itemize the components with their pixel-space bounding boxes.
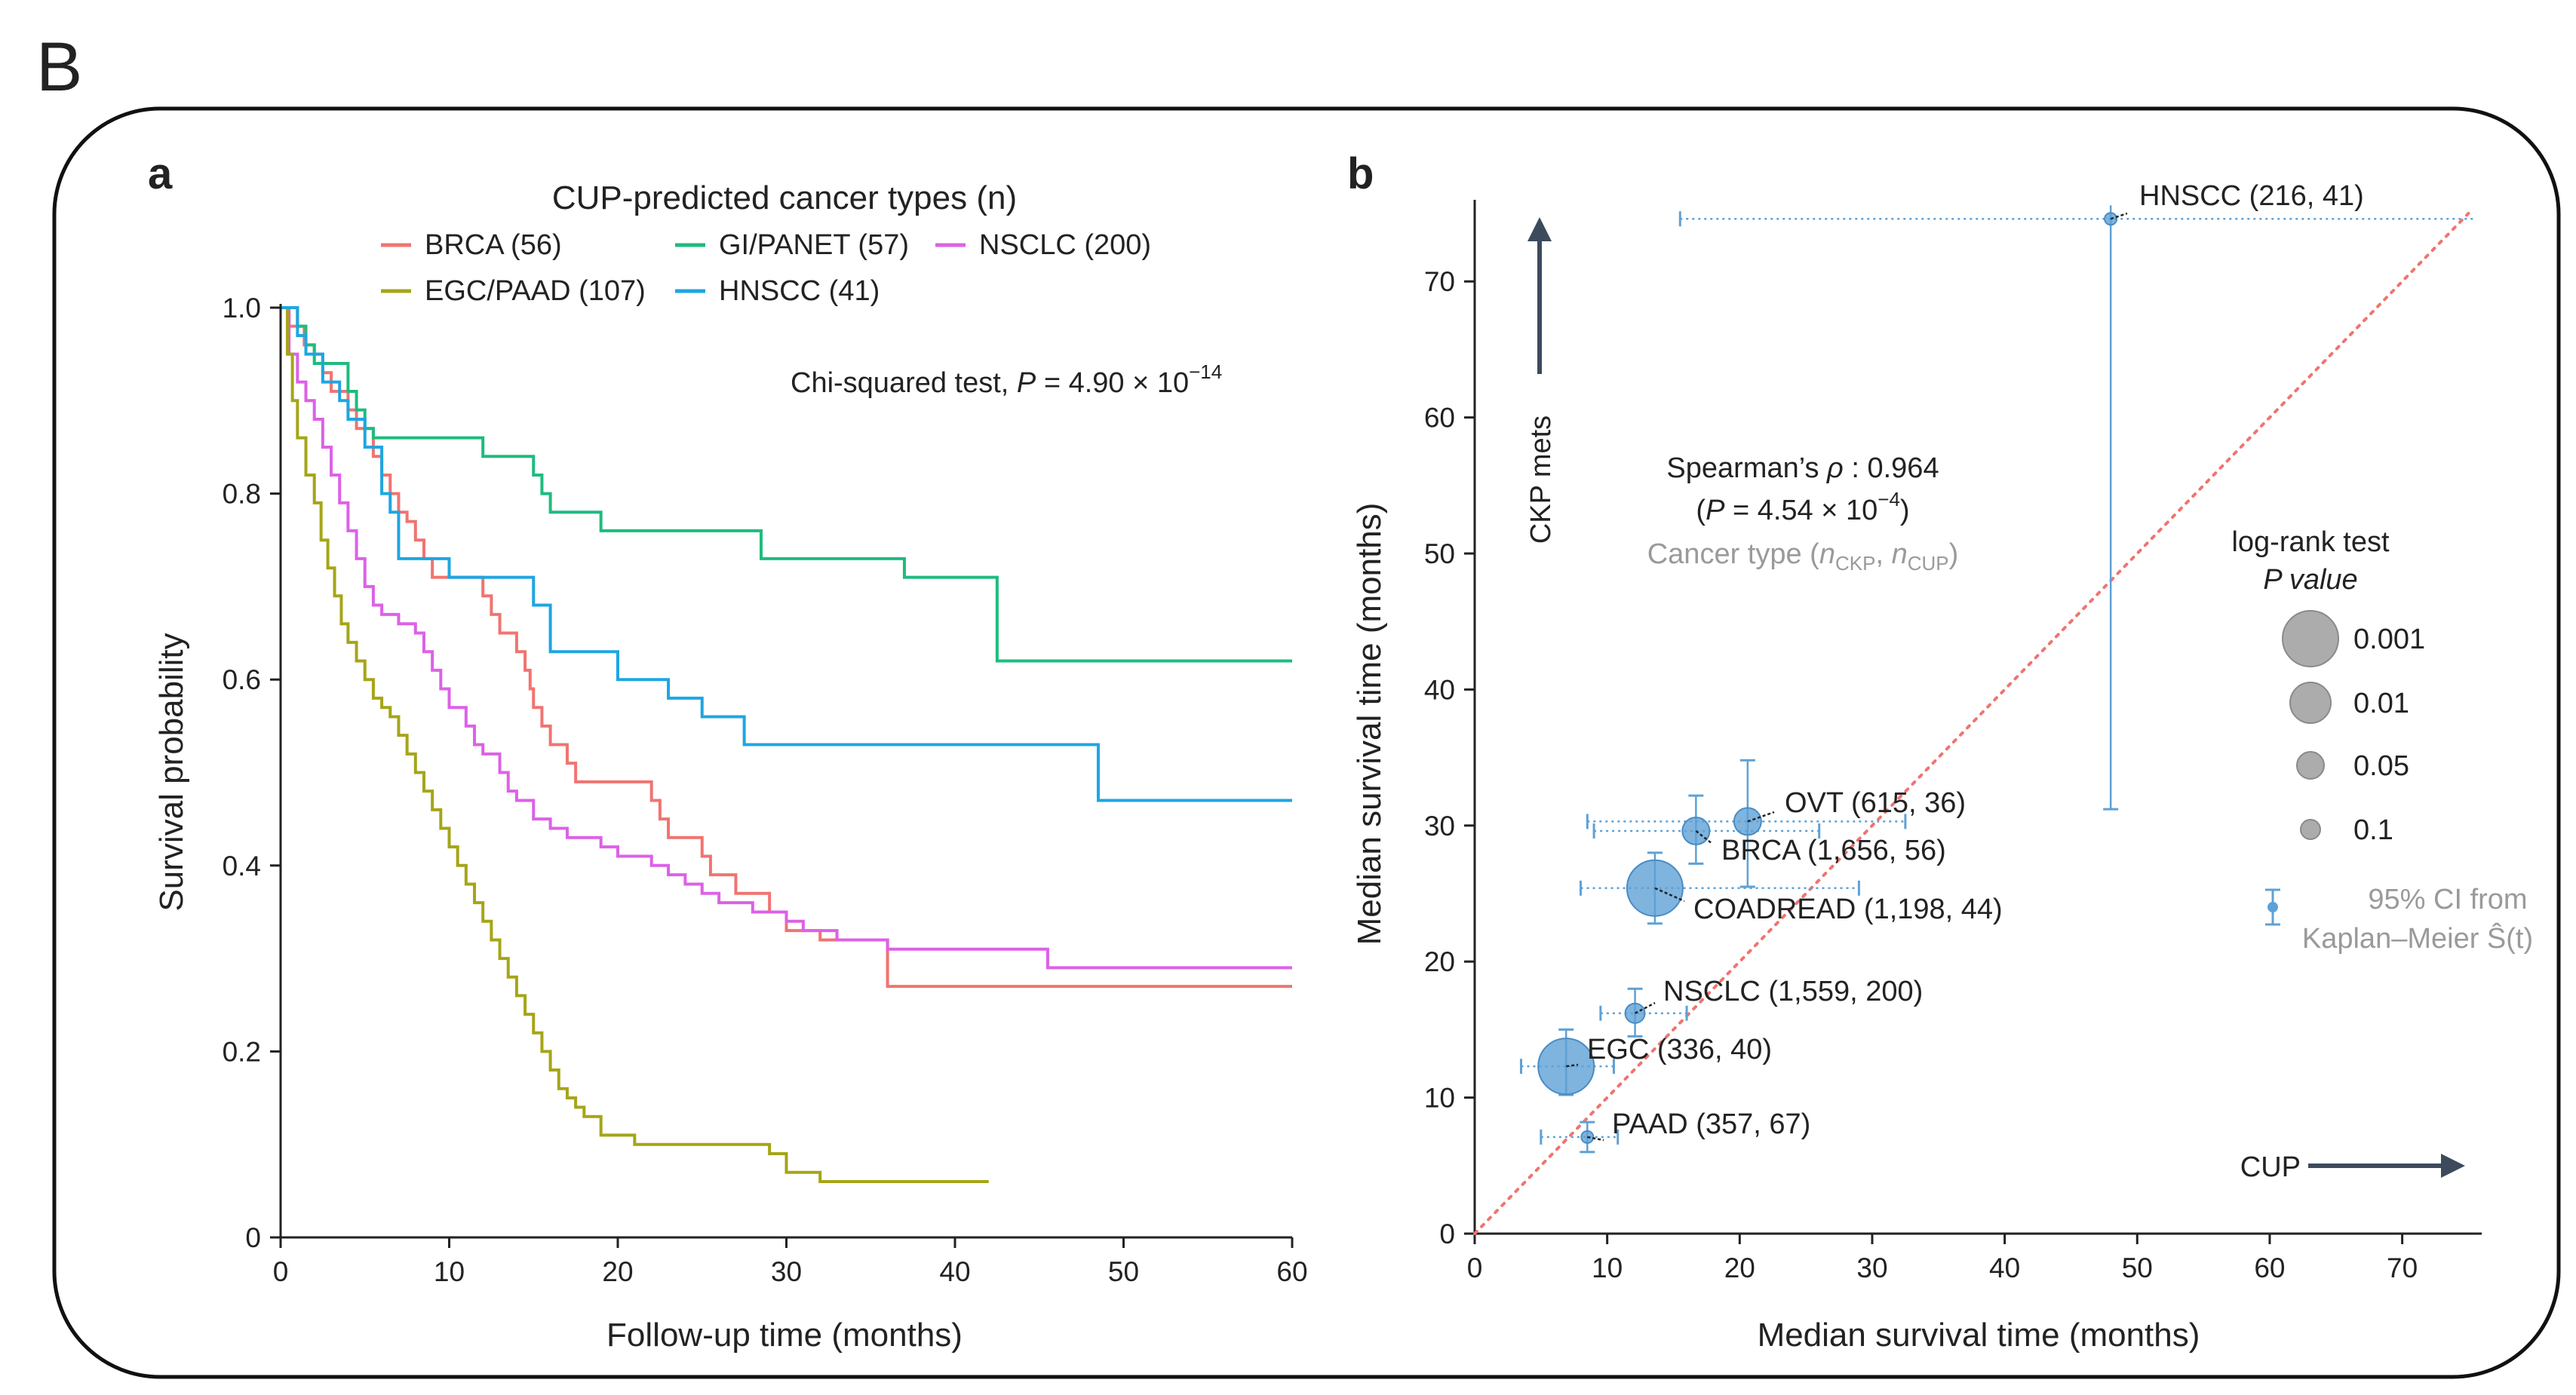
panel-a-chi-squared-annotation: Chi-squared test, P = 4.90 × 10−14	[791, 360, 1222, 399]
size-legend-circle-0-05	[2296, 751, 2325, 780]
panel-a-x-tick-label: 30	[771, 1256, 802, 1287]
spearman-rho-text: Spearman’s ρ : 0.964	[1666, 452, 1939, 484]
panel-b-ci-legend: 95% CI from Kaplan–Meier Ŝ(t)	[2265, 884, 2533, 955]
point-label-paad-357-67: PAAD (357, 67)	[1612, 1108, 1810, 1140]
panel-a-legend: BRCA (56) GI/PANET (57) NSCLC (200) EGC/PAA…	[381, 229, 1151, 307]
panel-b-x-tick-label: 50	[2122, 1252, 2153, 1283]
panel-b-error-bars	[1519, 205, 2476, 1154]
panel-a-axes: 0 10 20 30 40 50 60 0 0.2 0.4 0.6 0.8 1.0	[223, 293, 1308, 1287]
cup-arrow-head-icon	[2441, 1154, 2465, 1178]
point-label-egc-336-40: EGC (336, 40)	[1587, 1034, 1772, 1065]
size-legend-circle-0-001	[2282, 610, 2339, 667]
panel-a-legend-title: CUP-predicted cancer types (n)	[552, 179, 1017, 216]
km-curve-gi-panet-57	[281, 306, 1292, 663]
panel-b-x-tick-label: 20	[1724, 1252, 1755, 1283]
panel-a-x-tick-label: 40	[939, 1256, 970, 1287]
point-label-brca-1-656-56: BRCA (1,656, 56)	[1721, 835, 1946, 866]
panel-a-y-tick-label: 0.2	[223, 1036, 261, 1067]
panel-b-label: b	[1347, 149, 1374, 198]
panel-b-axes: 0 10 20 30 40 50 60 70 0 10 20 30 40 50 60 70	[1424, 200, 2482, 1283]
panel-a-x-tick-label: 20	[602, 1256, 633, 1287]
panel-b-size-legend: log-rank test P value 0.001 0.01 0.05 0.1	[2231, 526, 2425, 846]
ci-legend-dot	[2267, 902, 2278, 912]
panel-b-identity-line-group	[1473, 212, 2470, 1235]
leader-nsclc-1-559-200	[1634, 1001, 1656, 1014]
panel-b-x-tick-label: 70	[2387, 1252, 2418, 1283]
panel-a-y-tick-label: 0.4	[223, 851, 261, 881]
leader-egc-336-40	[1566, 1063, 1579, 1068]
panel-b-y-axis-label: Median survival time (months)	[1351, 503, 1388, 946]
spearman-p-value-text: (P = 4.54 × 10−4)	[1696, 488, 1909, 526]
km-curve-brca-56	[281, 306, 1292, 989]
point-label-hnscc-216-41: HNSCC (216, 41)	[2139, 180, 2364, 212]
panel-a-x-tick-label: 10	[434, 1256, 465, 1287]
size-legend-label-0-05: 0.05	[2353, 750, 2409, 782]
leader-hnscc-216-41	[2110, 212, 2128, 220]
panel-a-y-tick-label: 0.6	[223, 664, 261, 695]
legend-label-egc-paad-107: EGC/PAAD (107)	[425, 275, 646, 307]
panel-b-points	[1537, 212, 2118, 1144]
legend-label-hnscc-41: HNSCC (41)	[719, 275, 880, 307]
panel-b-y-tick-label: 60	[1424, 403, 1455, 434]
panel-a-label: a	[148, 149, 173, 198]
panel-b-y-tick-label: 40	[1424, 674, 1455, 705]
panel-b-y-tick-label: 20	[1424, 946, 1455, 977]
panel-b-point-labels: HNSCC (216, 41) OVT (615, 36) BRCA (1,656,…	[1566, 180, 2364, 1142]
panel-b-y-tick-label: 50	[1424, 538, 1455, 569]
legend-label-brca-56: BRCA (56)	[425, 229, 562, 261]
figure-label: B	[36, 29, 82, 106]
size-legend-label-0-001: 0.001	[2353, 624, 2425, 655]
identity-line	[1473, 212, 2470, 1235]
panel-b-scatter-plot: b 0 10 20 30 40 50 60 70 0 10 20 30 40 50 60 70 HNSCC (…	[1347, 149, 2533, 1354]
panel-b-y-tick-label: 30	[1424, 811, 1455, 842]
km-curve-egc-paad-107	[281, 306, 989, 1184]
panel-a-curves	[281, 306, 1292, 1184]
size-legend-circle-0-01	[2289, 682, 2332, 724]
panel-a-y-tick-label: 1.0	[223, 293, 261, 323]
panel-a-x-axis-label: Follow-up time (months)	[606, 1317, 963, 1354]
point-label-ovt-615-36: OVT (615, 36)	[1785, 787, 1966, 819]
panel-a-y-tick-label: 0	[245, 1222, 261, 1253]
panel-b-y-tick-label: 10	[1424, 1083, 1455, 1114]
km-curve-hnscc-41	[281, 306, 1292, 802]
panel-b-x-tick-label: 10	[1592, 1252, 1623, 1283]
point-label-nsclc-1-559-200: NSCLC (1,559, 200)	[1663, 976, 1923, 1007]
ckp-arrow-head-icon	[1527, 217, 1552, 241]
panel-a-x-tick-label: 0	[273, 1256, 289, 1287]
panel-a-km-plot: a CUP-predicted cancer types (n) BRCA (5…	[148, 149, 1308, 1354]
legend-label-gi-panet-57: GI/PANET (57)	[719, 229, 909, 261]
panel-b-x-tick-label: 60	[2254, 1252, 2285, 1283]
panel-a-x-tick-label: 60	[1276, 1256, 1307, 1287]
panel-b-y-tick-label: 0	[1439, 1219, 1455, 1249]
panel-b-x-tick-label: 0	[1467, 1252, 1483, 1283]
leader-coadread-1-198-44	[1654, 887, 1685, 903]
point-label-coadread-1-198-44: COADREAD (1,198, 44)	[1693, 894, 2003, 925]
size-legend-label-0-1: 0.1	[2353, 814, 2393, 846]
panel-a-x-tick-label: 50	[1108, 1256, 1139, 1287]
cup-arrow-label: CUP	[2240, 1151, 2301, 1183]
panel-b-y-tick-label: 70	[1424, 266, 1455, 297]
size-legend-circle-0-1	[2300, 819, 2321, 840]
legend-label-nsclc-200: NSCLC (200)	[979, 229, 1151, 261]
ckp-arrow-label: CKP mets	[1525, 415, 1557, 544]
size-legend-title-line2: P value	[2263, 564, 2357, 596]
leader-paad-357-67	[1587, 1136, 1604, 1142]
panel-b-x-axis-label: Median survival time (months)	[1758, 1317, 2200, 1354]
leader-brca-1-656-56	[1695, 830, 1713, 845]
panel-a-y-axis-label: Survival probability	[153, 633, 190, 911]
panel-a-y-tick-label: 0.8	[223, 479, 261, 510]
leader-ovt-615-36	[1747, 811, 1775, 823]
ci-legend-line2: Kaplan–Meier Ŝ(t)	[2302, 921, 2533, 955]
figure-frame	[52, 106, 2561, 1379]
panel-b-x-tick-label: 30	[1856, 1252, 1887, 1283]
size-legend-label-0-01: 0.01	[2353, 688, 2409, 719]
km-curve-nsclc-200	[281, 306, 1292, 970]
cancer-type-n-subtitle: Cancer type (nCKP, nCUP)	[1647, 538, 1959, 575]
ci-legend-line1: 95% CI from	[2368, 884, 2527, 915]
panel-b-x-tick-label: 40	[1989, 1252, 2020, 1283]
size-legend-title-line1: log-rank test	[2231, 526, 2390, 558]
